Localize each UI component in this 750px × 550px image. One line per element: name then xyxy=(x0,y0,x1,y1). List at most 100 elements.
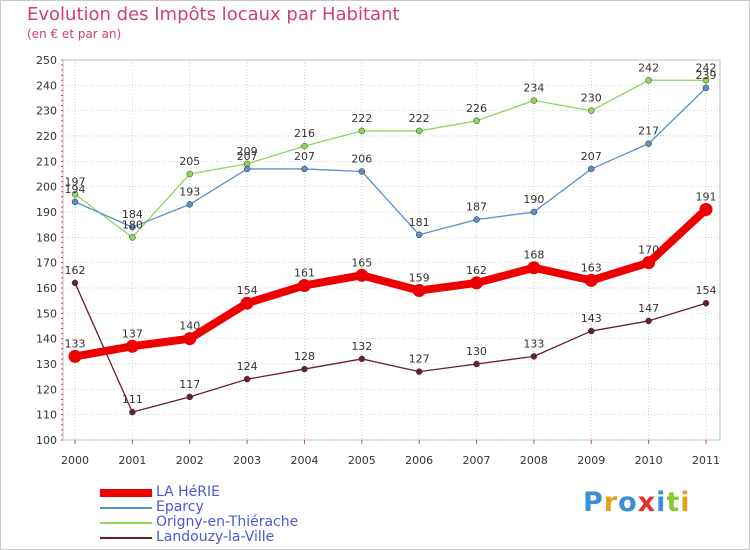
legend-label: Landouzy-la-Ville xyxy=(156,529,275,545)
y-tick-label: 120 xyxy=(36,383,57,396)
chart-title: Evolution des Impôts locaux par Habitant xyxy=(27,4,400,25)
data-label: 206 xyxy=(351,152,372,165)
x-tick-label: 2007 xyxy=(463,454,491,467)
proxiti-logo: Proxiti xyxy=(583,487,691,518)
legend-item: Landouzy-la-Ville xyxy=(100,530,298,545)
data-point xyxy=(530,208,538,216)
data-label: 205 xyxy=(179,155,200,168)
data-point xyxy=(645,77,652,84)
logo-letter: P xyxy=(583,487,604,518)
data-label: 161 xyxy=(294,266,315,279)
data-label: 234 xyxy=(523,82,544,95)
x-tick-label: 2002 xyxy=(176,454,204,467)
data-label: 242 xyxy=(696,61,717,74)
data-label: 117 xyxy=(179,378,200,391)
data-label: 143 xyxy=(581,312,602,325)
y-tick-label: 220 xyxy=(36,130,57,143)
data-point xyxy=(588,165,595,173)
logo-letter: i xyxy=(680,487,691,518)
data-label: 111 xyxy=(122,393,143,406)
y-tick-label: 240 xyxy=(36,79,57,92)
data-point xyxy=(301,142,308,150)
data-point xyxy=(125,339,139,353)
data-label: 128 xyxy=(294,350,315,363)
y-tick-label: 230 xyxy=(36,105,57,118)
data-label: 216 xyxy=(294,127,315,140)
legend-swatch xyxy=(100,506,152,509)
chart-subtitle: (en € et par an) xyxy=(27,27,122,41)
series-line-1 xyxy=(74,87,707,236)
x-tick-label: 2003 xyxy=(233,454,261,467)
data-label: 127 xyxy=(409,353,430,366)
data-point xyxy=(412,284,426,298)
data-point xyxy=(358,127,366,135)
data-label: 190 xyxy=(523,193,544,206)
data-point xyxy=(415,127,423,135)
data-point xyxy=(473,117,480,125)
data-point xyxy=(702,84,710,92)
y-tick-label: 190 xyxy=(36,206,57,219)
data-label: 162 xyxy=(65,264,86,277)
data-label: 180 xyxy=(122,218,143,231)
legend-swatch xyxy=(100,536,152,539)
data-label: 140 xyxy=(179,320,200,333)
data-point xyxy=(240,296,254,310)
data-point xyxy=(699,202,713,216)
data-label: 187 xyxy=(466,201,487,214)
data-point xyxy=(588,107,595,114)
data-label: 154 xyxy=(696,284,717,297)
data-point xyxy=(470,276,484,290)
data-label: 137 xyxy=(122,327,143,340)
data-point xyxy=(129,408,136,416)
legend-item: Eparcy xyxy=(100,500,298,515)
data-label: 147 xyxy=(638,302,659,315)
data-label: 133 xyxy=(65,337,86,350)
data-label: 191 xyxy=(696,190,717,203)
data-point xyxy=(186,201,193,208)
data-point xyxy=(301,365,308,373)
data-label: 124 xyxy=(237,360,258,373)
y-tick-label: 130 xyxy=(36,358,57,371)
data-point xyxy=(297,278,311,292)
data-label: 207 xyxy=(237,150,258,163)
x-tick-label: 2010 xyxy=(635,454,663,467)
series-line-3 xyxy=(74,282,707,413)
x-tick-label: 2000 xyxy=(61,454,89,467)
data-label: 222 xyxy=(351,112,372,125)
data-label: 130 xyxy=(466,345,487,358)
data-point xyxy=(186,170,193,178)
data-point xyxy=(186,393,193,401)
data-point xyxy=(71,191,79,198)
data-point xyxy=(642,256,656,270)
data-label: 163 xyxy=(581,261,602,274)
data-label: 207 xyxy=(294,150,315,163)
y-tick-label: 160 xyxy=(36,282,57,295)
legend-label: Origny-en-Thiérache xyxy=(156,514,299,530)
legend-swatch xyxy=(100,488,152,497)
data-label: 159 xyxy=(409,272,430,285)
data-point xyxy=(355,268,369,282)
x-tick-label: 2005 xyxy=(348,454,376,467)
data-point xyxy=(530,353,538,360)
data-point xyxy=(527,261,541,275)
data-label: 222 xyxy=(409,112,430,125)
data-label: 226 xyxy=(466,102,487,115)
logo-letter: o xyxy=(618,487,638,518)
legend-item: LA HéRIE xyxy=(100,485,298,500)
data-point xyxy=(702,299,710,307)
data-label: 133 xyxy=(523,337,544,350)
data-label: 170 xyxy=(638,244,659,257)
data-point xyxy=(588,327,595,335)
y-tick-label: 100 xyxy=(36,434,57,447)
data-label: 132 xyxy=(351,340,372,353)
data-label: 209 xyxy=(237,145,258,158)
data-point xyxy=(71,279,79,287)
data-label: 162 xyxy=(466,264,487,277)
y-tick-label: 110 xyxy=(36,409,57,422)
data-point xyxy=(129,234,136,241)
y-tick-label: 150 xyxy=(36,307,57,320)
legend-item: Origny-en-Thiérache xyxy=(100,515,298,530)
data-label: 230 xyxy=(581,92,602,105)
data-label: 197 xyxy=(65,175,86,188)
